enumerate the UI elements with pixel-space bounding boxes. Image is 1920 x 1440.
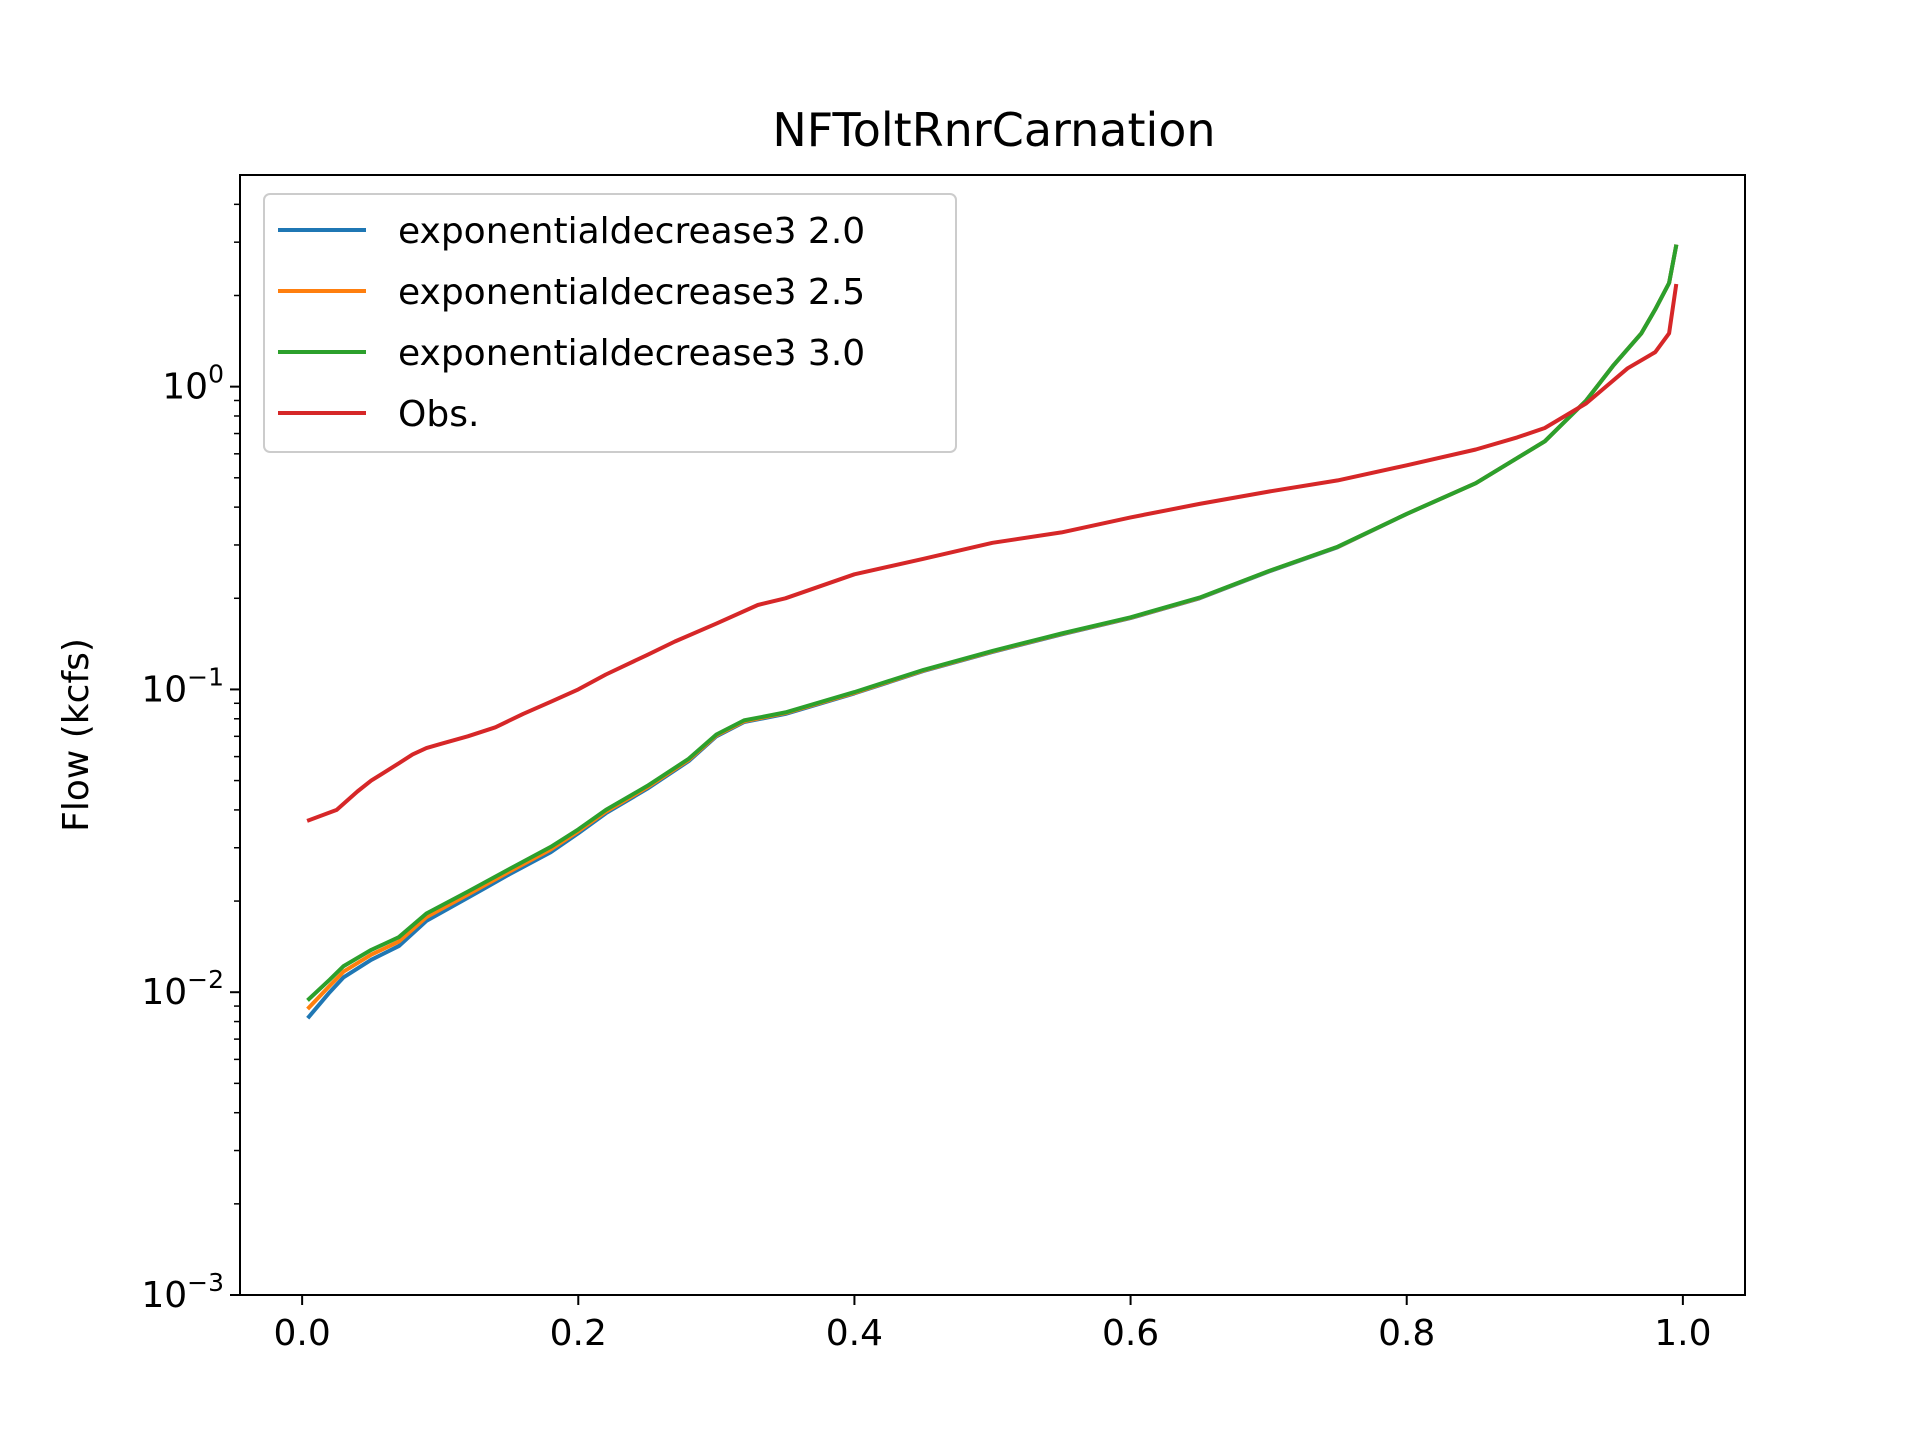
y-tick-base: 10 (141, 669, 187, 710)
legend-frame (263, 193, 957, 453)
y-tick-base: 10 (162, 367, 208, 408)
chart-title: NFToltRnrCarnation (772, 103, 1215, 157)
legend-label-0: exponentialdecrease3 2.0 (398, 211, 865, 252)
y-axis-label: Flow (kcfs) (56, 638, 97, 832)
series-line-2 (306, 244, 1679, 1002)
y-tick-label: 10−2 (141, 965, 224, 1013)
y-tick-label: 10−3 (141, 1268, 224, 1316)
x-tick-label: 0.0 (274, 1313, 331, 1354)
x-tick-label: 1.0 (1654, 1313, 1711, 1354)
x-axis: 0.0 0.2 0.4 0.6 0.8 1.0 (274, 1295, 1711, 1354)
plot-frame (239, 174, 1746, 1296)
y-tick-base: 10 (141, 972, 187, 1013)
y-tick-label: 100 (162, 360, 224, 408)
x-tick-label: 0.8 (1378, 1313, 1435, 1354)
series-line-3 (306, 283, 1679, 823)
x-tick-label: 0.6 (1102, 1313, 1159, 1354)
legend: exponentialdecrease3 2.0 exponentialdecre… (263, 193, 957, 453)
legend-label-3: Obs. (398, 394, 479, 435)
legend-label-2: exponentialdecrease3 3.0 (398, 333, 865, 374)
y-tick-label: 10−1 (141, 662, 224, 710)
series-layer (306, 244, 1679, 1020)
legend-items: exponentialdecrease3 2.0 exponentialdecre… (278, 211, 865, 435)
y-tick-exponent: −2 (187, 965, 224, 994)
y-tick-exponent: −3 (187, 1268, 224, 1297)
x-tick-label: 0.4 (826, 1313, 883, 1354)
legend-label-1: exponentialdecrease3 2.5 (398, 272, 865, 313)
y-tick-exponent: 0 (208, 360, 224, 389)
y-tick-base: 10 (141, 1275, 187, 1316)
y-tick-exponent: −1 (187, 662, 224, 691)
x-tick-label: 0.2 (550, 1313, 607, 1354)
